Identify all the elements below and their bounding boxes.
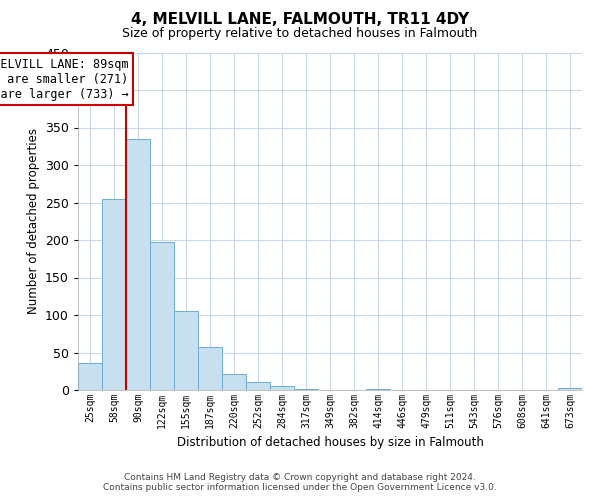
Bar (366, 388, 390, 390)
Text: 4 MELVILL LANE: 89sqm
← 27% of detached houses are smaller (271)
72% of semi-det: 4 MELVILL LANE: 89sqm ← 27% of detached … (0, 58, 128, 101)
Text: 4, MELVILL LANE, FALMOUTH, TR11 4DY: 4, MELVILL LANE, FALMOUTH, TR11 4DY (131, 12, 469, 28)
Bar (150, 242, 174, 390)
X-axis label: Distribution of detached houses by size in Falmouth: Distribution of detached houses by size … (176, 436, 484, 450)
Bar (78, 363, 102, 390)
Bar (174, 311, 198, 390)
Text: Contains HM Land Registry data © Crown copyright and database right 2024.
Contai: Contains HM Land Registry data © Crown c… (103, 473, 497, 492)
Bar (270, 386, 294, 390)
Y-axis label: Number of detached properties: Number of detached properties (26, 128, 40, 314)
Bar (198, 347, 222, 390)
Bar (126, 138, 150, 390)
Text: Size of property relative to detached houses in Falmouth: Size of property relative to detached ho… (122, 28, 478, 40)
Bar (246, 382, 270, 390)
Bar (294, 389, 318, 390)
Bar (222, 374, 246, 390)
Bar (102, 198, 126, 390)
Bar (558, 388, 582, 390)
